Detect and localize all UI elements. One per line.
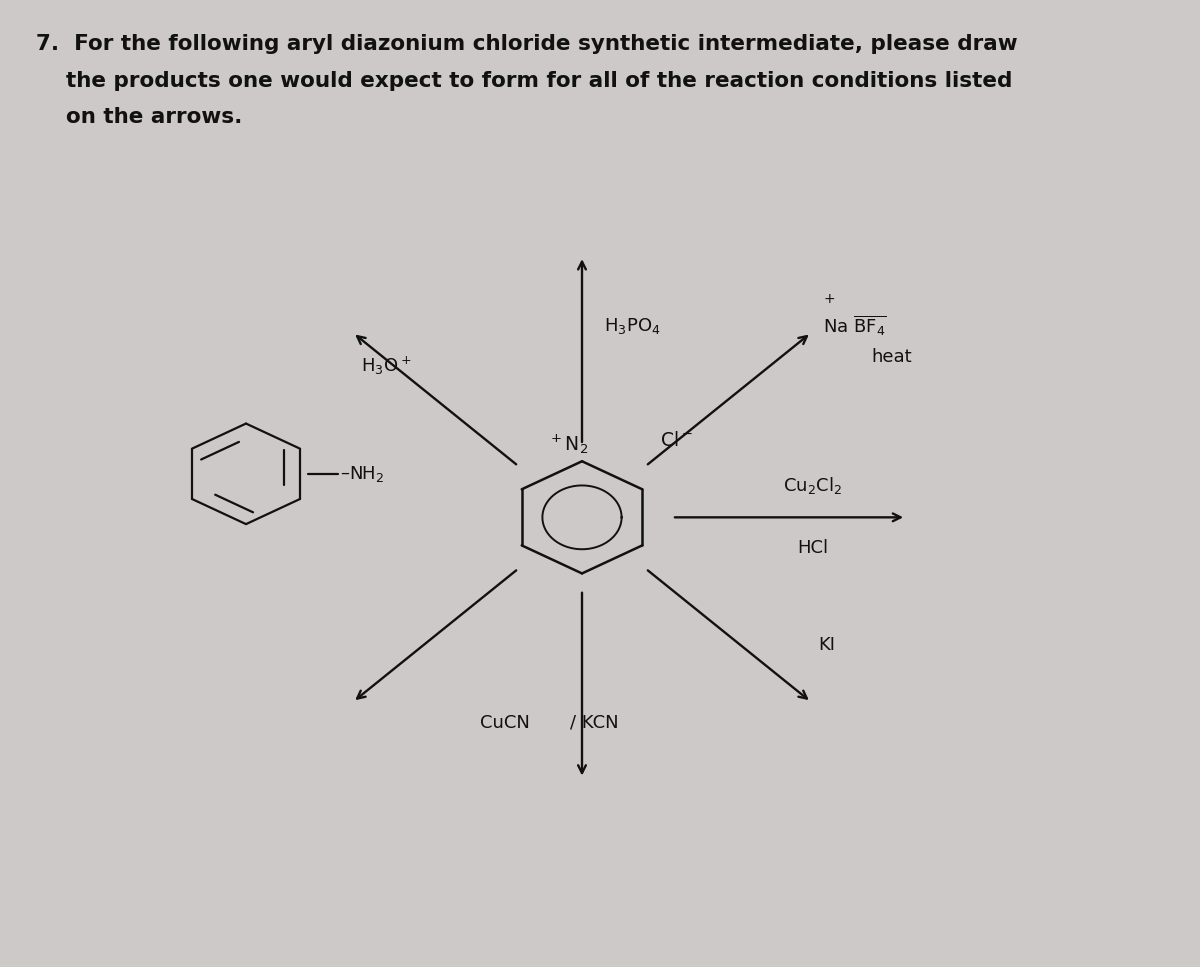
Text: the products one would expect to form for all of the reaction conditions listed: the products one would expect to form fo… (36, 71, 1013, 91)
Text: 7.  For the following aryl diazonium chloride synthetic intermediate, please dra: 7. For the following aryl diazonium chlo… (36, 34, 1018, 54)
Text: Cl$^-$: Cl$^-$ (660, 430, 692, 450)
Text: heat: heat (871, 348, 912, 366)
Text: KI: KI (818, 636, 835, 654)
Text: CuCN: CuCN (480, 714, 530, 732)
Text: +: + (823, 292, 835, 306)
Text: Na $\mathregular{\overline{BF_4}}$: Na $\mathregular{\overline{BF_4}}$ (823, 313, 887, 337)
Text: $^+$N$_2$: $^+$N$_2$ (547, 433, 588, 456)
Text: H$_3$PO$_4$: H$_3$PO$_4$ (604, 316, 660, 337)
Text: H$_3$O$^+$: H$_3$O$^+$ (361, 354, 412, 377)
Text: / KCN: / KCN (570, 714, 619, 732)
Text: HCl: HCl (798, 539, 828, 557)
Text: on the arrows.: on the arrows. (36, 107, 242, 128)
Text: Cu$_2$Cl$_2$: Cu$_2$Cl$_2$ (784, 475, 842, 496)
Text: –NH$_2$: –NH$_2$ (340, 464, 384, 484)
